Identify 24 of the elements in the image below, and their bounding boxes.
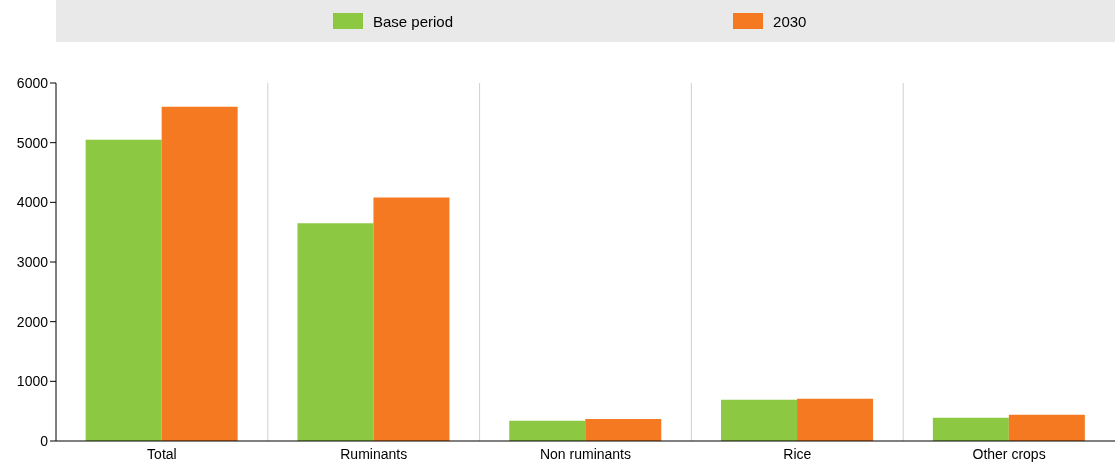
bar: [721, 399, 798, 441]
bar: [85, 139, 162, 441]
bar: [797, 398, 874, 441]
y-tick-label: 2000: [16, 313, 49, 330]
bar: [585, 418, 662, 441]
x-tick-label: Other crops: [972, 445, 1046, 462]
bar: [509, 420, 586, 441]
bar: [373, 197, 450, 441]
x-tick-label: Rice: [783, 445, 812, 462]
y-tick-label: 5000: [16, 134, 49, 151]
y-tick-label: 0: [40, 432, 49, 449]
bar: [932, 417, 1009, 441]
y-tick-label: 6000: [16, 74, 49, 91]
y-tick-label: 1000: [16, 373, 49, 390]
legend-label: 2030: [773, 12, 807, 30]
y-tick-label: 4000: [16, 194, 49, 211]
bar: [297, 223, 374, 441]
x-tick-label: Ruminants: [340, 445, 408, 462]
legend-label: Base period: [373, 12, 454, 30]
bar: [161, 106, 238, 441]
x-tick-label: Total: [147, 445, 177, 462]
y-tick-label: 3000: [16, 253, 49, 270]
bar: [1008, 414, 1085, 441]
x-tick-label: Non ruminants: [539, 445, 632, 462]
